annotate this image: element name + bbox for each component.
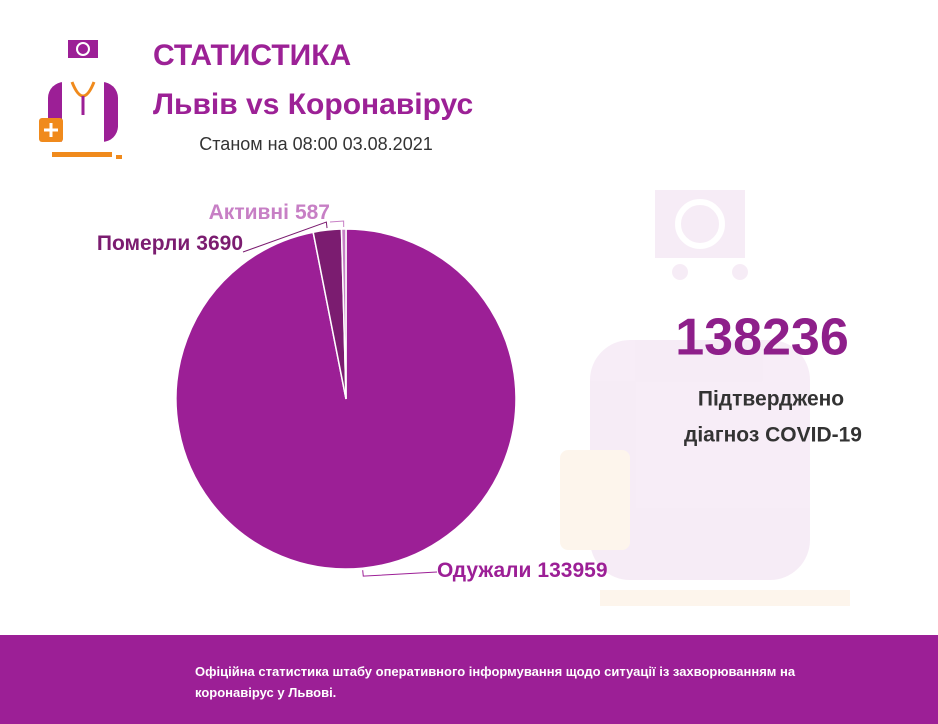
slice-name: Активні bbox=[209, 201, 289, 224]
caption-line: діагноз COVID-19 bbox=[684, 424, 862, 447]
footer-text: Офіційна статистика штабу оперативного і… bbox=[195, 664, 796, 700]
leader-line bbox=[242, 221, 328, 253]
title: СТАТИСТИКА bbox=[153, 39, 351, 72]
subtitle: Львів vs Коронавірус bbox=[153, 88, 473, 121]
slice-value: 587 bbox=[295, 201, 330, 224]
leader-line bbox=[329, 220, 345, 228]
pie: Одужали 133959 Померли 3690 Активні 587 bbox=[97, 201, 608, 582]
slice-value: 3690 bbox=[196, 232, 243, 255]
slice-label: Одужали 133959 bbox=[437, 559, 608, 582]
slice-value: 133959 bbox=[537, 559, 607, 582]
pie-slice bbox=[340, 228, 347, 400]
slice-name: Померли bbox=[97, 232, 190, 255]
logo-icon bbox=[39, 40, 122, 159]
caption-line: Підтверджено bbox=[698, 388, 844, 411]
slice-label: Активні 587 bbox=[209, 201, 330, 224]
slice-label: Померли 3690 bbox=[97, 232, 243, 255]
footer: Офіційна статистика штабу оперативного і… bbox=[0, 635, 938, 724]
watermark-icon bbox=[560, 190, 850, 606]
date: Станом на 08:00 03.08.2021 bbox=[199, 134, 432, 154]
leader-line bbox=[362, 570, 438, 577]
total: 138236 bbox=[675, 309, 849, 367]
slice-name: Одужали bbox=[437, 559, 531, 582]
